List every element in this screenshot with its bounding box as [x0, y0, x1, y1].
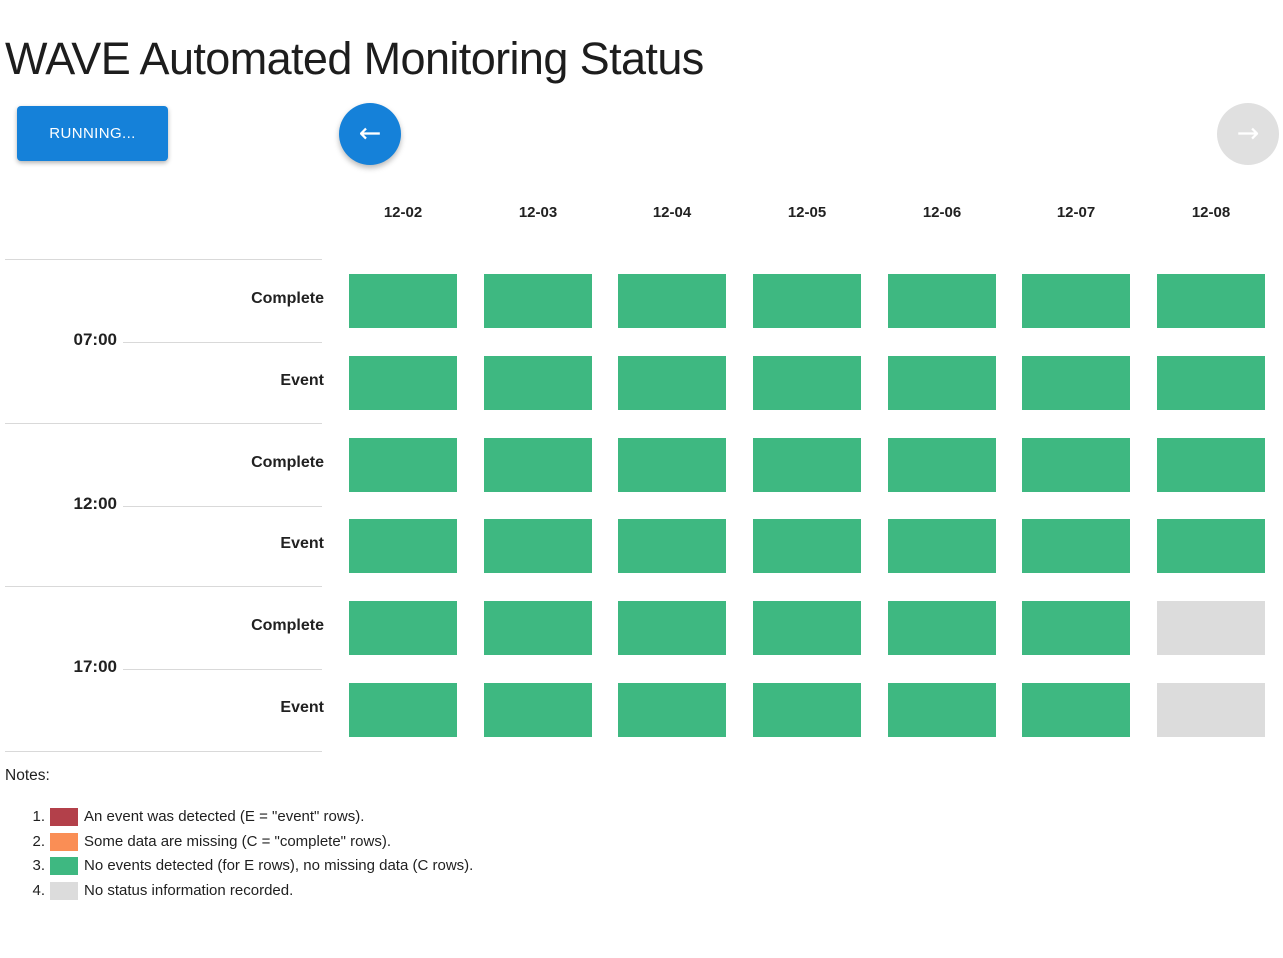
- group-divider-line: [5, 586, 322, 587]
- status-cell[interactable]: [349, 274, 457, 328]
- prev-week-button[interactable]: ←: [339, 103, 401, 165]
- legend-item: 3. No events detected (for E rows), no mi…: [0, 856, 600, 877]
- arrow-left-icon: ←: [358, 118, 382, 149]
- arrow-right-icon: →: [1236, 118, 1260, 149]
- row-type-label: Event: [280, 372, 324, 389]
- status-cell[interactable]: [618, 601, 726, 655]
- time-label-line: [123, 506, 322, 507]
- status-cell[interactable]: [888, 274, 996, 328]
- status-cell[interactable]: [888, 519, 996, 573]
- row-type-label: Complete: [251, 290, 324, 307]
- legend-item-text: No status information recorded.: [84, 882, 294, 899]
- status-cell[interactable]: [1022, 274, 1130, 328]
- status-cell[interactable]: [753, 274, 861, 328]
- status-cell[interactable]: [349, 519, 457, 573]
- status-cell[interactable]: [1022, 356, 1130, 410]
- group-divider-line: [5, 751, 322, 752]
- status-cell[interactable]: [753, 438, 861, 492]
- legend-item-number: 4.: [32, 882, 45, 899]
- status-cell[interactable]: [1022, 683, 1130, 737]
- next-week-button[interactable]: →: [1217, 103, 1279, 165]
- time-label: 12:00: [73, 494, 117, 513]
- page-title: WAVE Automated Monitoring Status: [5, 33, 704, 84]
- status-cell[interactable]: [753, 519, 861, 573]
- running-button[interactable]: RUNNING...: [17, 106, 168, 161]
- status-cell[interactable]: [484, 438, 592, 492]
- status-cell[interactable]: [1157, 274, 1265, 328]
- column-header-date: 12-08: [1191, 204, 1231, 221]
- status-cell[interactable]: [1157, 356, 1265, 410]
- status-cell[interactable]: [618, 274, 726, 328]
- column-header-date: 12-07: [1056, 204, 1096, 221]
- legend-item-text: An event was detected (E = "event" rows)…: [84, 808, 365, 825]
- status-cell[interactable]: [888, 601, 996, 655]
- group-divider-line: [5, 423, 322, 424]
- legend-item-number: 2.: [32, 833, 45, 850]
- status-cell[interactable]: [618, 356, 726, 410]
- time-label: 17:00: [73, 657, 117, 676]
- time-label-line: [123, 669, 322, 670]
- status-cell[interactable]: [349, 683, 457, 737]
- status-cell[interactable]: [349, 601, 457, 655]
- status-cell[interactable]: [484, 601, 592, 655]
- row-type-label: Event: [280, 535, 324, 552]
- status-cell[interactable]: [618, 519, 726, 573]
- time-label-line: [123, 342, 322, 343]
- legend-item: 4. No status information recorded.: [0, 881, 600, 902]
- status-cell[interactable]: [1022, 438, 1130, 492]
- status-cell[interactable]: [1157, 438, 1265, 492]
- legend-item-number: 3.: [32, 857, 45, 874]
- notes-heading: Notes:: [5, 767, 50, 784]
- status-cell[interactable]: [1022, 601, 1130, 655]
- row-type-label: Event: [280, 699, 324, 716]
- row-type-label: Complete: [251, 454, 324, 471]
- status-cell[interactable]: [618, 438, 726, 492]
- legend-item-text: No events detected (for E rows), no miss…: [84, 857, 474, 874]
- status-cell[interactable]: [753, 356, 861, 410]
- status-cell[interactable]: [349, 356, 457, 410]
- status-cell[interactable]: [888, 356, 996, 410]
- status-cell[interactable]: [1157, 519, 1265, 573]
- column-header-date: 12-04: [652, 204, 692, 221]
- legend-color-swatch: [50, 833, 78, 851]
- status-cell[interactable]: [484, 683, 592, 737]
- status-cell[interactable]: [484, 274, 592, 328]
- status-cell[interactable]: [753, 683, 861, 737]
- legend-color-swatch: [50, 882, 78, 900]
- status-cell[interactable]: [888, 683, 996, 737]
- status-cell[interactable]: [888, 438, 996, 492]
- legend-color-swatch: [50, 857, 78, 875]
- status-cell[interactable]: [349, 438, 457, 492]
- column-header-date: 12-06: [922, 204, 962, 221]
- legend-item: 1. An event was detected (E = "event" row…: [0, 807, 600, 828]
- status-cell[interactable]: [753, 601, 861, 655]
- status-cell[interactable]: [1157, 683, 1265, 737]
- time-label: 07:00: [73, 330, 117, 349]
- legend-color-swatch: [50, 808, 78, 826]
- legend-item-number: 1.: [32, 808, 45, 825]
- column-header-date: 12-05: [787, 204, 827, 221]
- status-cell[interactable]: [484, 519, 592, 573]
- status-cell[interactable]: [618, 683, 726, 737]
- column-header-date: 12-02: [383, 204, 423, 221]
- row-type-label: Complete: [251, 617, 324, 634]
- status-cell[interactable]: [1157, 601, 1265, 655]
- status-cell[interactable]: [484, 356, 592, 410]
- group-divider-line: [5, 259, 322, 260]
- legend-item-text: Some data are missing (C = "complete" ro…: [84, 833, 392, 850]
- legend-item: 2. Some data are missing (C = "complete" …: [0, 832, 600, 853]
- status-cell[interactable]: [1022, 519, 1130, 573]
- column-header-date: 12-03: [518, 204, 558, 221]
